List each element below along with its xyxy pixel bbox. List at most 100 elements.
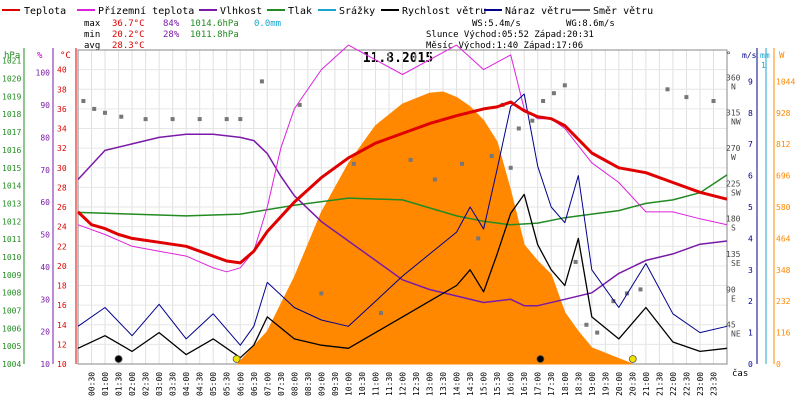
hpa-tick-label: 1005 bbox=[2, 342, 21, 351]
legend-item-tlak: Tlak bbox=[267, 6, 312, 17]
dir-tick-label: 45 bbox=[726, 321, 736, 330]
wind-direction-point bbox=[119, 114, 124, 119]
x-tick-label: 15:30 bbox=[493, 372, 502, 396]
stats-wind-gust: WG:8.6m/s bbox=[566, 19, 615, 29]
x-tick-label: 09:00 bbox=[317, 372, 326, 396]
temp-tick-label: 10 bbox=[57, 360, 67, 369]
wind-direction-point bbox=[584, 322, 589, 327]
stats-block: max 36.7°C 84% 1014.6hPa 0.0mm min 20.2°… bbox=[84, 19, 615, 51]
solar-tick-label: 232 bbox=[776, 297, 791, 306]
x-tick-label: 10:00 bbox=[344, 372, 353, 396]
x-tick-label: 06:30 bbox=[250, 372, 259, 396]
temp-tick-label: 20 bbox=[57, 262, 67, 271]
pct-tick-label: 20 bbox=[40, 328, 50, 337]
wind-direction-point bbox=[684, 95, 689, 100]
legend-item-naraz-vetru: Náraz větru bbox=[484, 5, 571, 17]
x-tick-label: 04:30 bbox=[196, 372, 205, 396]
x-tick-label: 23:30 bbox=[709, 372, 718, 396]
dir-tick-compass: NE bbox=[731, 330, 741, 339]
legend-item-rychlost-vetru: Rychlost větru bbox=[381, 5, 486, 17]
wind-direction-point bbox=[562, 83, 567, 88]
solar-tick-label: 1044 bbox=[776, 77, 795, 86]
x-tick-label: 17:00 bbox=[534, 372, 543, 396]
dir-tick-label: 90 bbox=[726, 285, 736, 294]
wind-direction-point bbox=[143, 117, 148, 122]
hpa-tick-label: 1012 bbox=[2, 217, 21, 226]
legend-item-vlhkost: Vlhkost bbox=[199, 6, 262, 17]
x-tick-label: 12:00 bbox=[399, 372, 408, 396]
wind-direction-point bbox=[551, 91, 556, 96]
temp-tick-label: 32 bbox=[57, 144, 67, 153]
x-tick-label: 22:30 bbox=[682, 372, 691, 396]
wind-direction-point bbox=[476, 236, 481, 241]
solar-tick-label: 696 bbox=[776, 172, 791, 181]
legend-label-teplota: Teplota bbox=[24, 6, 66, 17]
pct-tick-label: 90 bbox=[40, 101, 50, 110]
dir-axis-unit: ° bbox=[726, 51, 731, 61]
temp-tick-label: 22 bbox=[57, 242, 67, 251]
hpa-tick-label: 1013 bbox=[2, 199, 21, 208]
series-prizemni-teplota bbox=[77, 44, 728, 273]
wind-direction-point bbox=[378, 311, 383, 315]
temp-tick-label: 24 bbox=[57, 223, 67, 232]
hpa-axis-unit: hPa bbox=[4, 51, 20, 61]
x-tick-label: 05:30 bbox=[223, 372, 232, 396]
moonrise-marker bbox=[114, 355, 123, 363]
stats-min-temp: 20.2°C bbox=[112, 30, 145, 40]
hpa-tick-label: 1016 bbox=[2, 146, 21, 155]
x-tick-label: 20:30 bbox=[628, 372, 637, 396]
legend-item-srazky: Srážky bbox=[318, 5, 375, 17]
dir-tick-label: 135 bbox=[726, 250, 741, 259]
series-lines bbox=[76, 44, 728, 359]
wind-direction-point bbox=[611, 299, 616, 304]
x-tick-label: 11:30 bbox=[385, 372, 394, 396]
wind-direction-point bbox=[238, 117, 243, 122]
wind-direction-point bbox=[297, 102, 302, 107]
x-tick-label: 23:00 bbox=[696, 372, 705, 396]
pct-axis-unit: % bbox=[37, 51, 43, 61]
x-tick-label: 09:30 bbox=[331, 372, 340, 396]
dir-tick-label: 360 bbox=[726, 73, 741, 82]
stats-min-label: min bbox=[84, 30, 100, 40]
x-tick-label: 05:00 bbox=[209, 372, 218, 396]
x-tick-label: 01:00 bbox=[101, 372, 110, 396]
wind-direction-point bbox=[103, 110, 107, 115]
dir-tick-label: 225 bbox=[726, 179, 741, 188]
wind-direction-point bbox=[541, 99, 546, 103]
wind-direction-point bbox=[408, 157, 413, 162]
temp-tick-label: 26 bbox=[57, 203, 67, 212]
x-tick-label: 04:00 bbox=[182, 372, 191, 396]
x-tick-label: 19:30 bbox=[601, 372, 610, 396]
legend-label-rychlost-vetru: Rychlost větru bbox=[402, 5, 486, 17]
legend-label-prizemni-teplota: Přízemní teplota bbox=[98, 5, 194, 17]
stats-max-rain: 0.0mm bbox=[254, 19, 281, 29]
wind-direction-point bbox=[319, 291, 324, 296]
wind-tick-label: 0 bbox=[748, 360, 753, 369]
wind-direction-point bbox=[351, 161, 356, 166]
hpa-tick-label: 1015 bbox=[2, 164, 21, 173]
x-tick-label: 08:30 bbox=[304, 372, 313, 396]
x-tick-label: 08:00 bbox=[290, 372, 299, 396]
temp-tick-label: 14 bbox=[57, 321, 67, 330]
x-tick-label: 02:00 bbox=[128, 372, 137, 396]
solar-tick-label: 116 bbox=[776, 329, 791, 338]
wind-direction-point bbox=[259, 79, 264, 84]
hpa-tick-label: 1021 bbox=[2, 57, 21, 66]
sunset-marker bbox=[628, 355, 637, 363]
stats-min-hum: 28% bbox=[163, 30, 180, 40]
x-tick-label: 06:00 bbox=[236, 372, 245, 396]
temp-tick-label: 40 bbox=[57, 66, 67, 75]
solar-tick-label: 580 bbox=[776, 203, 791, 212]
wind-tick-label: 5 bbox=[748, 203, 753, 212]
stats-wind-speed: WS:5.4m/s bbox=[472, 19, 521, 29]
wind-direction-point bbox=[595, 330, 600, 335]
series-teplota bbox=[76, 100, 728, 265]
x-tick-label: 15:00 bbox=[480, 372, 489, 396]
wind-axis-unit: m/s bbox=[742, 51, 757, 60]
pct-tick-label: 10 bbox=[40, 360, 50, 369]
solar-axis-unit: W bbox=[779, 51, 785, 61]
wind-tick-label: 6 bbox=[748, 172, 753, 181]
temp-tick-label: 28 bbox=[57, 183, 67, 192]
